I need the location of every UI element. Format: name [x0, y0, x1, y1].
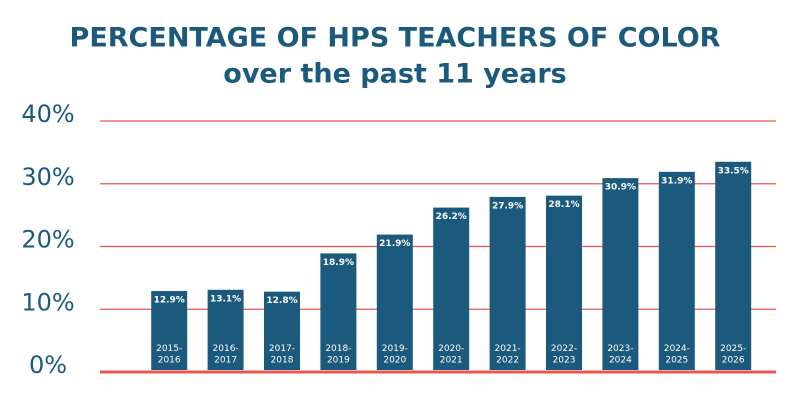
y-tick-label: 20%	[21, 226, 74, 254]
bar	[658, 171, 695, 370]
bar	[151, 291, 188, 370]
bar	[207, 289, 244, 370]
category-label: 2024-2025	[664, 344, 690, 365]
value-label: 12.9%	[154, 296, 185, 306]
category-label: 2020-2021	[438, 344, 464, 365]
value-label: 13.1%	[210, 294, 241, 304]
category-label: 2015-2016	[156, 344, 182, 365]
value-label: 27.9%	[492, 201, 523, 211]
category-label: 2018-2019	[325, 344, 351, 365]
value-label: 18.9%	[323, 258, 354, 268]
value-label: 21.9%	[379, 239, 410, 249]
bar	[320, 253, 357, 370]
value-label: 26.2%	[436, 212, 467, 222]
bar	[433, 207, 470, 370]
category-label: 2017-2018	[269, 344, 295, 365]
y-tick-label: 40%	[21, 100, 74, 128]
category-label: 2016-2017	[213, 344, 239, 365]
chart-title: PERCENTAGE OF HPS TEACHERS OF COLOR	[70, 23, 721, 54]
value-label: 12.8%	[266, 296, 297, 306]
value-label: 30.9%	[605, 183, 636, 193]
category-label: 2022-2023	[551, 344, 577, 365]
category-label: 2025-2026	[720, 344, 746, 365]
y-tick-label: 30%	[21, 163, 74, 191]
chart-subtitle: over the past 11 years	[223, 59, 566, 90]
bar	[264, 291, 300, 370]
bar	[489, 196, 526, 370]
bar	[602, 178, 639, 370]
category-label: 2021-2022	[495, 344, 521, 365]
bar	[546, 195, 582, 370]
category-label: 2019-2020	[382, 344, 408, 365]
value-label: 31.9%	[661, 176, 692, 186]
y-tick-label: 0%	[29, 351, 67, 379]
category-label: 2023-2024	[607, 344, 633, 365]
bar	[715, 161, 752, 370]
y-tick-label: 10%	[21, 288, 74, 316]
bar	[376, 234, 413, 370]
value-label: 28.1%	[548, 200, 579, 210]
value-label: 33.5%	[718, 166, 749, 176]
